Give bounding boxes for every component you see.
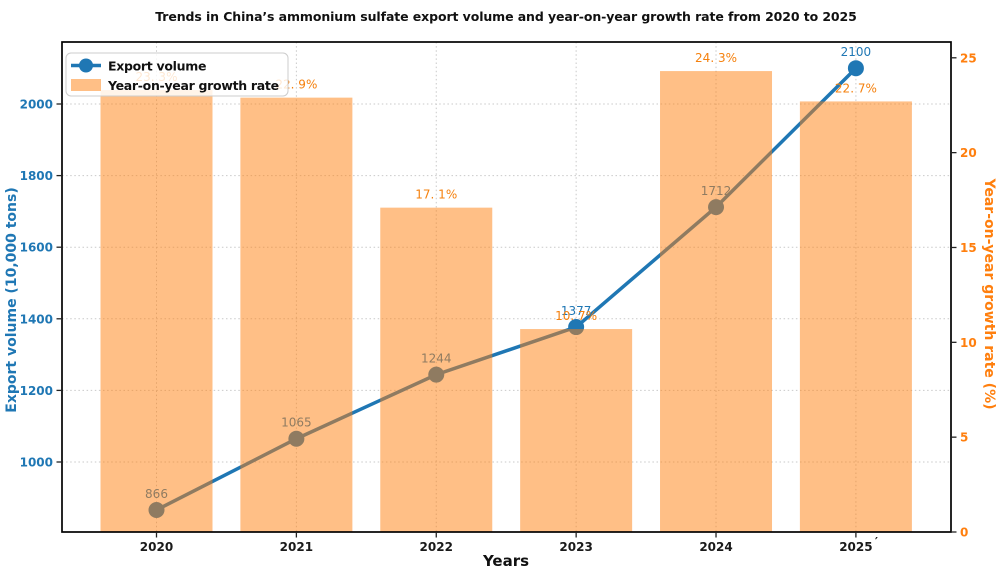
y-axis-label-right: Year-on-year growth rate (%) xyxy=(981,178,997,410)
growth-bar-2025 xyxy=(799,101,912,533)
legend-item-export-volume: Export volume xyxy=(71,58,206,74)
y-tick-label-left: 1800 xyxy=(20,169,53,183)
growth-bar-label: 17. 1% xyxy=(415,188,457,202)
legend-label-growth-rate: Year-on-year growth rate xyxy=(107,78,279,93)
x-tick-2025-prime-mark: ′ xyxy=(875,535,878,549)
growth-bar-label: 24. 3% xyxy=(695,51,737,65)
x-tick-label: 2020 xyxy=(140,540,173,554)
y-tick-label-left: 1000 xyxy=(20,456,53,470)
y-tick-label-right: 15 xyxy=(960,241,977,255)
legend-bar-swatch xyxy=(71,79,101,91)
growth-bar-label: 10. 7% xyxy=(555,309,597,323)
growth-bar-label: 22. 7% xyxy=(835,81,877,95)
y-tick-label-left: 1600 xyxy=(20,241,53,255)
growth-bar-2024 xyxy=(660,71,773,532)
x-tick-label: 2022 xyxy=(420,540,453,554)
x-tick-label: 2023 xyxy=(559,540,592,554)
x-axis-label: Years xyxy=(482,552,529,570)
growth-rate-bar-series xyxy=(100,71,912,533)
legend-label-export-volume: Export volume xyxy=(108,59,206,74)
growth-bar-2021 xyxy=(240,97,353,532)
legend-box xyxy=(65,52,289,97)
data-point-2025 xyxy=(847,60,864,77)
y-tick-label-right: 10 xyxy=(960,336,977,350)
y-tick-label-right: 5 xyxy=(960,431,968,445)
y-tick-label-right: 25 xyxy=(960,51,977,65)
x-tick-label: 2025 xyxy=(839,540,872,554)
y-tick-label-left: 2000 xyxy=(20,98,53,112)
y-tick-label-left: 1400 xyxy=(20,312,53,326)
growth-bar-2022 xyxy=(380,207,493,532)
legend: Export volume Year-on-year growth rate xyxy=(65,52,289,97)
plot-border xyxy=(61,41,952,533)
data-point-label: 2100 xyxy=(841,45,872,59)
legend-item-growth-rate: Year-on-year growth rate xyxy=(71,78,279,93)
y-axis-label-left: Export volume (10,000 tons) xyxy=(4,187,20,412)
x-tick-label: 2024 xyxy=(699,540,732,554)
x-tick-label: 2021 xyxy=(280,540,313,554)
y-tick-label-right: 20 xyxy=(960,146,977,160)
legend-line-marker-icon xyxy=(79,58,93,73)
growth-bar-2023 xyxy=(520,329,633,532)
growth-bar-2020 xyxy=(100,90,213,533)
chart-title: Trends in China’s ammonium sulfate expor… xyxy=(155,9,856,24)
y-tick-label-right: 0 xyxy=(960,526,968,540)
data-point-label: 1377 xyxy=(561,304,592,318)
y-tick-label-left: 1200 xyxy=(20,384,53,398)
